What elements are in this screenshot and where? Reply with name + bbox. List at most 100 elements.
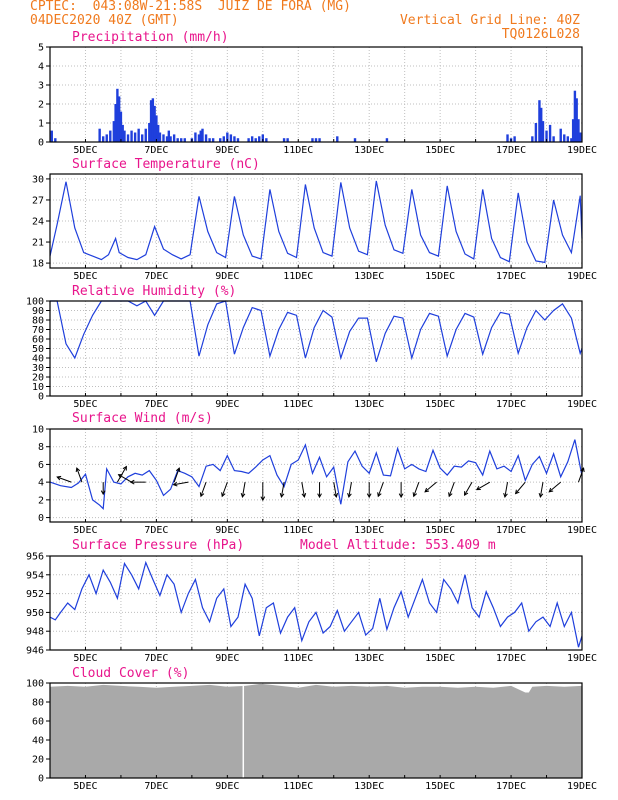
y-tick-label: 5 — [38, 43, 44, 54]
precip-bar — [258, 136, 261, 142]
x-tick-label: 19DEC — [567, 525, 597, 536]
precip-bar — [133, 132, 137, 142]
y-tick-label: 100 — [26, 679, 44, 690]
precip-bar — [286, 138, 289, 142]
precip-bar — [531, 136, 534, 142]
precip-bar — [541, 121, 545, 142]
wind-arrow — [75, 467, 83, 483]
y-tick-label: 2 — [38, 495, 44, 506]
wind-arrow — [366, 482, 372, 499]
precip-bar — [353, 138, 357, 142]
cloud-cover-frame — [49, 682, 583, 779]
wind-arrow — [398, 482, 404, 499]
x-tick-label: 11DEC — [283, 399, 313, 410]
precip-bar — [250, 136, 254, 142]
precip-bar — [229, 134, 233, 142]
temperature-frame — [49, 173, 583, 269]
precip-bar — [183, 138, 186, 142]
x-tick-label: 9DEC — [215, 653, 239, 664]
y-tick-label: 6 — [38, 460, 44, 471]
precip-bar — [577, 119, 580, 142]
x-tick-label: 17DEC — [496, 653, 526, 664]
wind-arrow — [317, 482, 322, 499]
wind-arrow — [514, 481, 526, 495]
wind-arrow — [377, 481, 384, 498]
x-tick-label: 11DEC — [283, 145, 313, 156]
precip-bar — [265, 138, 268, 142]
y-tick-label: 30 — [32, 363, 44, 374]
precip-bar — [137, 128, 140, 142]
panel-title: Surface Wind (m/s) — [72, 411, 213, 426]
cloud-cover-area — [50, 684, 582, 778]
y-tick-label: 0 — [38, 138, 44, 149]
precip-bar — [552, 136, 555, 142]
x-tick-label: 7DEC — [144, 145, 168, 156]
x-tick-label: 17DEC — [496, 525, 526, 536]
x-tick-label: 5DEC — [73, 399, 97, 410]
wind-arrow — [475, 481, 491, 491]
y-tick-label: 21 — [32, 238, 44, 249]
precip-bar — [123, 130, 126, 142]
precip-bar — [571, 119, 575, 142]
y-tick-label: 80 — [32, 316, 44, 327]
wind-arrow — [279, 482, 285, 498]
x-tick-label: 15DEC — [425, 653, 455, 664]
x-tick-label: 17DEC — [496, 145, 526, 156]
precip-bar — [151, 98, 155, 142]
precip-bar — [563, 134, 566, 142]
y-tick-label: 70 — [32, 325, 44, 336]
humidity-frame — [49, 300, 583, 397]
y-tick-label: 1 — [38, 119, 44, 130]
precip-bar — [261, 134, 264, 142]
precip-bar — [233, 136, 236, 142]
y-tick-label: 4 — [38, 478, 44, 489]
x-tick-label: 9DEC — [215, 145, 239, 156]
precip-bar — [165, 136, 169, 142]
x-tick-label: 15DEC — [425, 271, 455, 282]
x-tick-label: 13DEC — [354, 525, 384, 536]
precip-bar — [575, 98, 578, 142]
y-tick-label: 0 — [38, 392, 44, 403]
temperature-series-line — [49, 180, 583, 264]
x-tick-label: 15DEC — [425, 399, 455, 410]
x-tick-label: 11DEC — [283, 653, 313, 664]
precip-bar — [254, 138, 257, 142]
y-tick-label: 8 — [38, 442, 44, 453]
panel-title: Surface Pressure (hPa) — [72, 538, 244, 553]
x-tick-label: 19DEC — [567, 653, 597, 664]
wind-arrow — [538, 482, 544, 498]
pressure-series-line — [49, 560, 583, 648]
wind-arrow — [221, 481, 228, 498]
precip-bar — [156, 124, 160, 142]
precip-bar — [112, 121, 116, 142]
y-tick-label: 954 — [26, 570, 44, 581]
cloud-cover-panel: 0 20 40 60 80 100 5DEC 7DEC 9DEC 11DEC 13DEC 15DEC 1… — [26, 666, 597, 792]
wind-arrow — [448, 481, 455, 498]
precip-bar — [116, 88, 119, 142]
y-tick-label: 18 — [32, 259, 44, 270]
model-altitude-annotation: Model Altitude: 553.409 m — [300, 538, 496, 553]
y-tick-label: 3 — [38, 81, 44, 92]
precip-bar — [114, 104, 117, 142]
precip-bar — [144, 128, 147, 142]
precipitation-frame — [49, 46, 583, 143]
x-tick-label: 19DEC — [567, 781, 597, 792]
x-tick-label: 9DEC — [215, 525, 239, 536]
x-tick-label: 5DEC — [73, 525, 97, 536]
x-tick-label: 15DEC — [425, 781, 455, 792]
x-tick-label: 15DEC — [425, 145, 455, 156]
x-tick-label: 19DEC — [567, 145, 597, 156]
wind-arrow — [173, 467, 181, 483]
x-tick-label: 13DEC — [354, 399, 384, 410]
x-tick-label: 17DEC — [496, 399, 526, 410]
y-tick-label: 956 — [26, 552, 44, 563]
x-tick-label: 7DEC — [144, 653, 168, 664]
precip-bar — [570, 138, 573, 142]
precip-bar — [102, 136, 105, 142]
wind-arrow — [347, 482, 352, 498]
pressure-panel: 946 948 950 952 954 956 5DEC 7DEC 9DEC 11DEC 13DEC… — [26, 538, 597, 664]
header-date-line: 04DEC2020 40Z (GMT) — [30, 13, 179, 28]
y-tick-label: 10 — [32, 425, 44, 436]
y-tick-label: 2 — [38, 100, 44, 111]
